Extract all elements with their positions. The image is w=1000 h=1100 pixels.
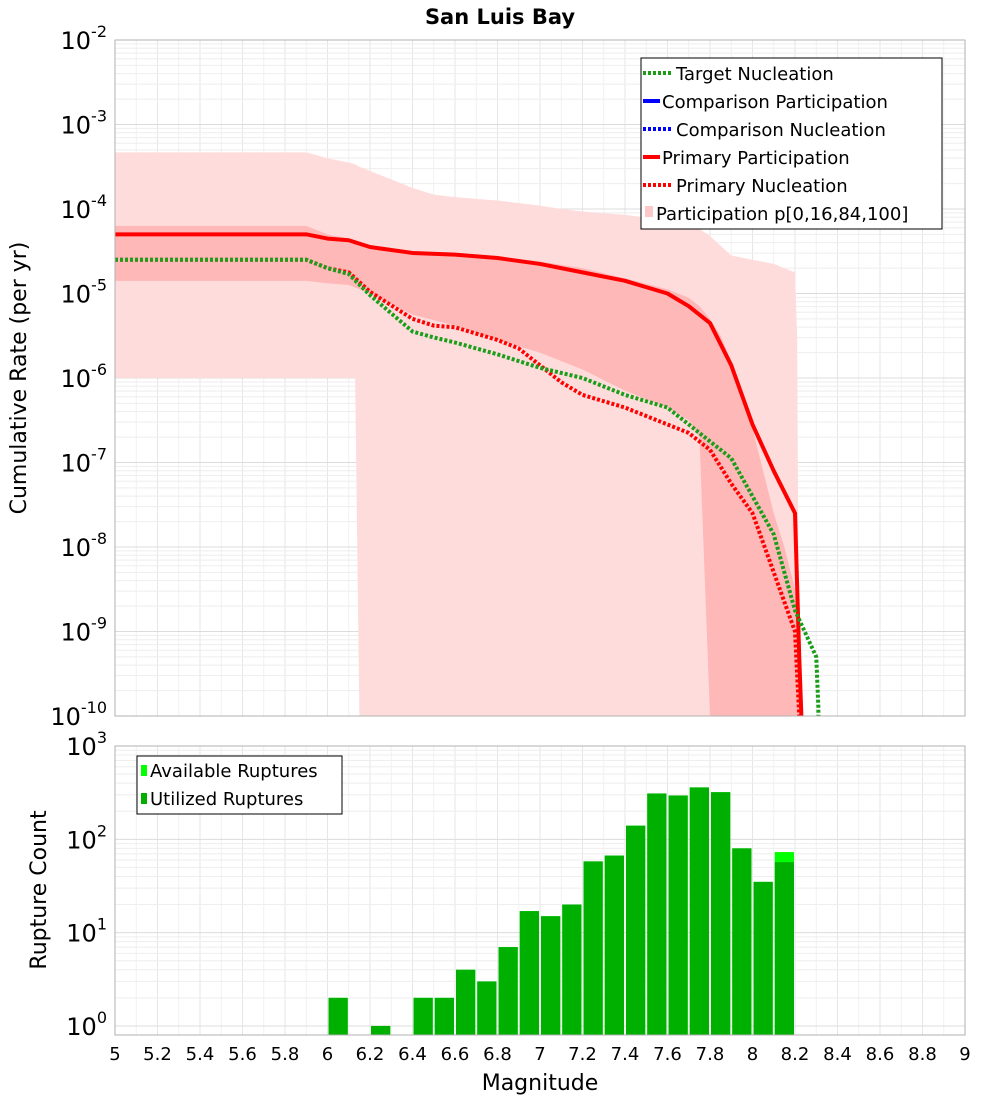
- bar-utilized: [689, 787, 709, 1035]
- bottom-legend-box: [136, 755, 343, 815]
- x-tick-label: 7: [534, 1044, 545, 1065]
- participation-bands: [115, 152, 802, 716]
- bar-utilized: [519, 911, 539, 1035]
- bottom-y-tick-label: 103: [66, 728, 107, 761]
- band-p16-p84: [115, 225, 802, 716]
- bar-utilized: [668, 795, 688, 1035]
- legend-item-comparison-nucleation: Comparison Nucleation: [643, 120, 886, 141]
- legend-item-primary-participation: Primary Participation: [643, 148, 850, 169]
- legend-item-utilized-ruptures: Utilized Ruptures: [141, 789, 303, 810]
- x-tick-label: 5.6: [228, 1044, 257, 1065]
- x-tick-label: 7.6: [653, 1044, 682, 1065]
- x-tick-label: 8.8: [908, 1044, 937, 1065]
- bar-utilized: [434, 997, 454, 1035]
- top-y-axis-label: Cumulative Rate (per yr): [7, 242, 32, 515]
- legend-item-available-ruptures: Available Ruptures: [141, 761, 318, 782]
- x-tick-label: 5.4: [186, 1044, 215, 1065]
- legend-label-participation-band: Participation p[0,16,84,100]: [656, 204, 908, 225]
- bottom-plot-frame: [114, 745, 966, 1036]
- x-tick-label: 6: [322, 1044, 333, 1065]
- legend-item-comparison-participation: Comparison Participation: [643, 92, 888, 113]
- bar-utilized: [562, 904, 582, 1035]
- rate-lines: [115, 232, 821, 717]
- bottom-y-tick-label: 102: [66, 821, 107, 854]
- x-tick-label: 7.4: [611, 1044, 640, 1065]
- top-y-tick-label: 10-6: [61, 360, 108, 393]
- legend-label-target-nucleation: Target Nucleation: [675, 64, 834, 85]
- bar-utilized: [626, 825, 646, 1035]
- legend-item-participation-band: Participation p[0,16,84,100]: [645, 204, 908, 225]
- top-y-tick-label: 10-8: [61, 529, 108, 562]
- legend-label-primary-nucleation: Primary Nucleation: [676, 176, 848, 197]
- x-tick-label: 7.8: [696, 1044, 725, 1065]
- series-target-nucleation: [115, 257, 821, 716]
- top-y-tick-label: 10-4: [61, 191, 108, 224]
- x-tick-label: 6.8: [483, 1044, 512, 1065]
- bar-utilized: [456, 969, 476, 1035]
- top-y-tick-label: 10-10: [50, 698, 107, 731]
- x-tick-label: 9: [959, 1044, 970, 1065]
- bar-utilized: [604, 855, 624, 1035]
- legend-swatch-participation-band: [645, 206, 653, 217]
- bottom-legend: Available Ruptures Utilized Ruptures: [136, 755, 343, 815]
- bar-utilized: [711, 792, 731, 1035]
- x-tick-label: 7.2: [568, 1044, 597, 1065]
- x-tick-label: 8: [747, 1044, 758, 1065]
- bottom-y-tick-labels: 100 101 102 103: [66, 728, 107, 1041]
- series-primary-nucleation: [115, 257, 802, 717]
- bar-utilized: [541, 916, 561, 1035]
- bar-utilized: [498, 947, 518, 1035]
- top-y-tick-label: 10-5: [61, 276, 108, 309]
- legend-item-target-nucleation: Target Nucleation: [643, 64, 834, 85]
- bottom-y-tick-label: 101: [66, 915, 107, 948]
- top-y-tick-labels: 10-10 10-9 10-8 10-7 10-6 10-5 10-4 10-3 10-2: [50, 22, 107, 731]
- top-y-tick-label: 10-7: [61, 445, 108, 478]
- top-y-tick-label: 10-3: [61, 107, 108, 140]
- bar-utilized: [774, 862, 794, 1035]
- x-tick-label: 5.8: [271, 1044, 300, 1065]
- bar-utilized: [328, 997, 348, 1035]
- legend-label-utilized-ruptures: Utilized Ruptures: [150, 789, 303, 810]
- bar-utilized: [477, 981, 497, 1035]
- top-plot-frame: [114, 39, 966, 717]
- bar-utilized: [753, 881, 773, 1035]
- top-legend: Target Nucleation Comparison Participati…: [640, 57, 943, 230]
- bottom-y-axis-label: Rupture Count: [27, 810, 52, 970]
- bar-utilized: [413, 997, 433, 1035]
- legend-label-primary-participation: Primary Participation: [662, 148, 850, 169]
- x-tick-label: 5: [109, 1044, 120, 1065]
- x-tick-label: 8.2: [781, 1044, 810, 1065]
- x-tick-label: 6.4: [398, 1044, 427, 1065]
- x-axis-label: Magnitude: [482, 1071, 599, 1096]
- legend-swatch-available-ruptures: [141, 765, 147, 776]
- x-tick-label: 8.4: [823, 1044, 852, 1065]
- bottom-y-tick-label: 100: [66, 1008, 107, 1041]
- top-y-tick-label: 10-2: [61, 22, 108, 55]
- x-tick-labels: 5 5.2 5.4 5.6 5.8 6 6.2 6.4 6.6 6.8 7 7.2 7.4 7.6 7.8 8…: [109, 1044, 970, 1065]
- bottom-panel: 100 101 102 103 5 5.2 5.4 5.6 5.8 6 6.2 6.4 6.6 6.8 7…: [27, 728, 971, 1096]
- bar-utilized: [371, 1025, 391, 1035]
- chart-title: San Luis Bay: [425, 5, 575, 29]
- x-tick-label: 5.2: [143, 1044, 172, 1065]
- legend-label-available-ruptures: Available Ruptures: [150, 761, 318, 782]
- legend-item-primary-nucleation: Primary Nucleation: [643, 176, 848, 197]
- bar-utilized: [583, 861, 603, 1035]
- bar-utilized: [647, 793, 667, 1035]
- x-tick-label: 6.6: [441, 1044, 470, 1065]
- legend-label-comparison-nucleation: Comparison Nucleation: [676, 120, 886, 141]
- x-tick-label: 8.6: [866, 1044, 895, 1065]
- legend-label-comparison-participation: Comparison Participation: [662, 92, 888, 113]
- top-legend-box: [640, 57, 943, 230]
- bar-utilized: [732, 848, 752, 1035]
- x-tick-label: 6.2: [356, 1044, 385, 1065]
- legend-swatch-utilized-ruptures: [141, 793, 147, 804]
- rupture-bars: [328, 787, 794, 1035]
- top-panel: San Luis Bay 10-1010-910-810-710-610-510…: [7, 5, 966, 731]
- top-y-tick-label: 10-9: [61, 614, 108, 647]
- series-primary-participation: [115, 232, 804, 717]
